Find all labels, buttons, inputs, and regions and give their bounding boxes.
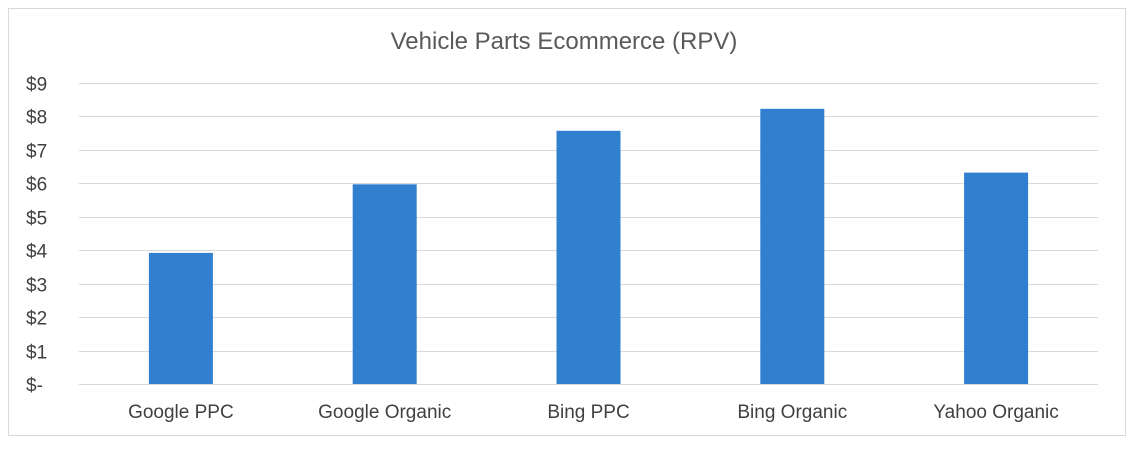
bars (148, 108, 1029, 385)
x-axis-ticks: Google PPC Google Organic Bing PPC Bing Org… (128, 402, 1059, 423)
y-tick-label: $- (26, 376, 43, 397)
bar-bing-organic (760, 108, 825, 385)
y-tick-label: $1 (26, 343, 47, 364)
gridlines (79, 83, 1098, 385)
x-tick-label: Bing PPC (547, 402, 629, 423)
x-tick-label: Google Organic (318, 402, 451, 423)
bar-bing-ppc (556, 130, 621, 384)
y-axis-ticks: $- $1 $2 $3 $4 $5 $6 $7 $8 $9 (26, 75, 48, 397)
y-tick-label: $6 (26, 175, 47, 196)
y-tick-label: $3 (26, 276, 47, 297)
bar-google-ppc (148, 252, 213, 384)
chart-title: Vehicle Parts Ecommerce (RPV) (391, 28, 738, 55)
x-tick-label: Yahoo Organic (933, 402, 1058, 423)
bar-yahoo-organic (964, 172, 1029, 384)
y-tick-label: $7 (26, 142, 47, 163)
bar-google-organic (352, 184, 417, 384)
y-tick-label: $9 (26, 75, 47, 96)
x-tick-label: Bing Organic (737, 402, 847, 423)
y-tick-label: $2 (26, 309, 47, 330)
x-tick-label: Google PPC (128, 402, 234, 423)
y-tick-label: $8 (26, 108, 47, 129)
y-tick-label: $5 (26, 209, 47, 230)
y-tick-label: $4 (26, 242, 48, 263)
